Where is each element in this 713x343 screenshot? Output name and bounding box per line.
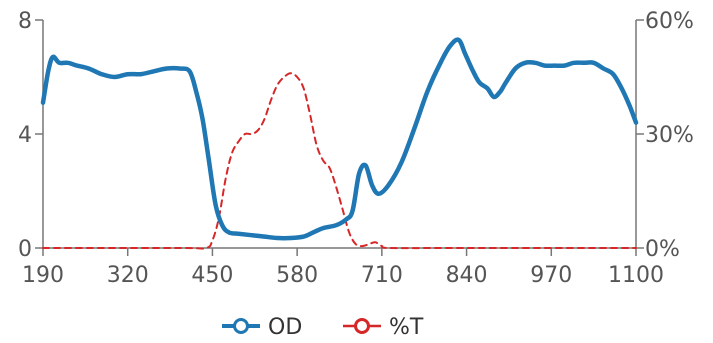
y-right-tick-label: 60% — [645, 9, 694, 34]
legend-od-marker — [233, 318, 249, 334]
x-tick-label: 1100 — [608, 263, 664, 288]
legend: OD %T — [222, 315, 424, 340]
y-left-tick-label: 0 — [18, 237, 32, 262]
plot-area — [40, 37, 639, 250]
y-right-tick-label: 30% — [645, 123, 694, 148]
x-tick-label: 580 — [276, 263, 318, 288]
legend-od-label: OD — [268, 315, 302, 340]
x-tick-label: 710 — [361, 263, 403, 288]
x-tick-label: 970 — [530, 263, 572, 288]
legend-transmittance-marker — [354, 318, 370, 334]
x-tick-label: 320 — [107, 263, 149, 288]
transmittance-series-line — [42, 72, 637, 250]
x-tick-label: 190 — [22, 263, 64, 288]
x-tick-label: 840 — [446, 263, 488, 288]
y-right-tick-label: 0% — [645, 237, 680, 262]
y-left-tick-label: 8 — [18, 9, 32, 34]
y-left-tick-label: 4 — [18, 123, 32, 148]
od-series-line — [40, 37, 639, 241]
x-tick-label: 450 — [191, 263, 233, 288]
legend-transmittance-label: %T — [389, 315, 424, 340]
axes: 0 4 8 0% 30% 60% 190 320 450 580 710 840 970 1100 — [18, 9, 694, 288]
